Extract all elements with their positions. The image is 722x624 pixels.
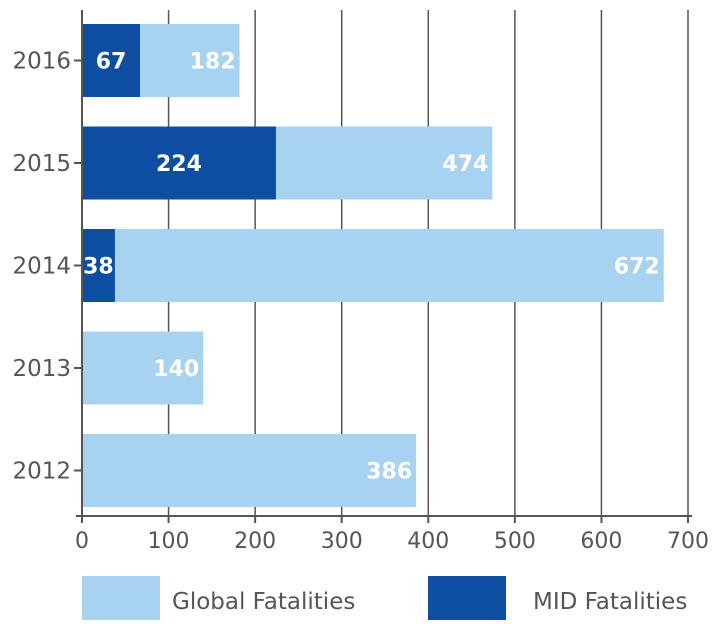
x-tick-label: 400 [407,529,449,554]
x-tick-label: 500 [494,529,536,554]
y-category-label: 2014 [12,254,71,280]
bar-mid-2016 [82,24,141,97]
data-label-global-2016: 182 [190,50,236,75]
data-label-mid-2014: 38 [83,255,114,280]
legend-label: Global Fatalities [172,589,355,615]
data-label-global-2012: 386 [366,460,412,485]
data-label-mid-2016: 67 [96,50,127,75]
bar-global-2014 [82,229,664,302]
labels-layer: 182 67 474 224 672 38 140 386 [83,50,660,485]
y-category-label: 2012 [12,459,71,485]
x-tick-label: 200 [234,529,276,554]
x-tick-label: 700 [667,529,709,554]
data-label-global-2015: 474 [442,152,488,177]
x-tick-label: 0 [75,529,89,554]
axis-layer: 0 100 200 300 400 500 600 700 2016 2015 2014 2013 20… [12,10,709,554]
bar-mid-2014 [82,229,115,302]
legend-item-mid: MID Fatalities [428,576,687,620]
data-label-global-2013: 140 [153,357,199,382]
bar-mid-2015 [82,126,276,200]
y-category-label: 2015 [12,151,71,177]
data-label-mid-2015: 224 [156,152,202,177]
legend-label: MID Fatalities [533,589,687,615]
bars-layer [82,24,664,507]
data-label-global-2014: 672 [614,255,660,280]
y-category-label: 2013 [12,356,71,382]
x-tick-label: 300 [321,529,363,554]
bar-global-2012 [82,434,417,507]
x-tick-label: 600 [580,529,622,554]
bar-global-2013 [82,331,204,405]
legend: Global Fatalities MID Fatalities [82,576,687,620]
legend-item-global: Global Fatalities [82,576,355,620]
legend-swatch [428,576,506,620]
y-category-label: 2016 [12,49,71,75]
x-tick-label: 100 [148,529,190,554]
legend-swatch [82,576,160,620]
